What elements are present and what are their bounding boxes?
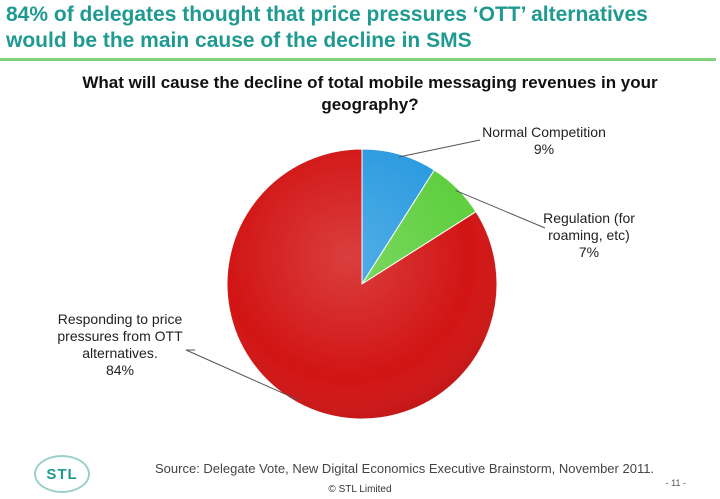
- stl-logo: STL: [34, 455, 90, 493]
- headline: 84% of delegates thought that price pres…: [6, 3, 648, 52]
- data-label-normal: Normal Competition 9%: [482, 124, 606, 157]
- page-number: - 11 -: [665, 478, 686, 488]
- chart-title: What will cause the decline of total mob…: [82, 73, 658, 114]
- title-rule: [0, 58, 716, 61]
- data-label-ott: Responding to price pressures from OTT alt…: [57, 311, 183, 378]
- copyright-note: © STL Limited: [328, 484, 392, 495]
- leader-line-ott: [185, 349, 299, 401]
- leader-line-regulation: [455, 189, 546, 229]
- source-note: Source: Delegate Vote, New Digital Econo…: [155, 461, 655, 476]
- pie-shading: [227, 149, 497, 419]
- leader-line-normal: [398, 139, 481, 158]
- data-label-regulation: Regulation (for roaming, etc) 7%: [543, 210, 635, 260]
